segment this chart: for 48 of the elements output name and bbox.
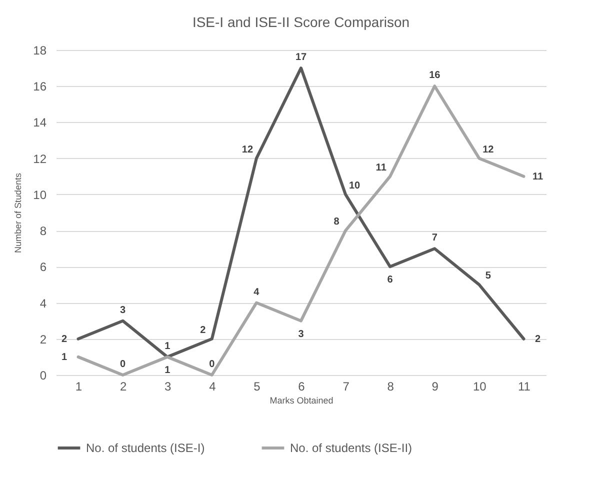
x-axis-title: Marks Obtained xyxy=(270,396,334,406)
x-tick-label: 1 xyxy=(75,380,82,394)
legend-label: No. of students (ISE-II) xyxy=(290,441,412,455)
y-tick-label: 6 xyxy=(40,260,47,274)
data-label: 2 xyxy=(200,324,206,336)
data-label: 1 xyxy=(164,364,171,376)
x-tick-label: 10 xyxy=(473,380,487,394)
y-tick-label: 0 xyxy=(40,368,47,382)
data-label: 8 xyxy=(334,216,340,228)
data-label: 16 xyxy=(429,70,441,82)
data-label: 6 xyxy=(387,274,394,286)
legend-label: No. of students (ISE-I) xyxy=(86,441,205,455)
data-label: 1 xyxy=(164,340,171,352)
data-label: 1 xyxy=(61,352,68,363)
data-label: 17 xyxy=(295,52,307,64)
data-label: 0 xyxy=(120,359,126,370)
chart-title: ISE-I and ISE-II Score Comparison xyxy=(192,14,410,30)
data-label: 0 xyxy=(209,359,216,370)
x-tick-label: 6 xyxy=(298,380,306,394)
data-label: 5 xyxy=(485,270,492,282)
y-tick-label: 8 xyxy=(40,224,47,238)
y-tick-label: 14 xyxy=(33,116,47,130)
x-tick-label: 2 xyxy=(120,380,127,394)
data-label: 11 xyxy=(532,171,544,182)
y-tick-label: 12 xyxy=(33,152,47,166)
data-label: 7 xyxy=(432,232,438,244)
x-tick-label: 4 xyxy=(209,380,216,394)
y-axis-title: Number of Students xyxy=(13,172,24,254)
data-label: 11 xyxy=(376,162,387,174)
x-tick-label: 7 xyxy=(342,380,350,394)
x-tick-label: 11 xyxy=(518,380,531,394)
data-label: 10 xyxy=(348,180,361,192)
data-label: 3 xyxy=(298,328,304,340)
data-label: 2 xyxy=(534,334,541,345)
y-tick-label: 10 xyxy=(33,188,47,202)
data-label: 2 xyxy=(61,334,68,345)
data-label: 12 xyxy=(242,144,254,156)
x-tick-label: 3 xyxy=(164,380,172,394)
x-tick-label: 5 xyxy=(254,380,261,394)
y-tick-label: 18 xyxy=(33,44,47,58)
x-tick-label: 8 xyxy=(387,380,394,394)
x-tick-label: 9 xyxy=(432,380,439,394)
y-tick-label: 4 xyxy=(40,296,47,310)
data-label: 4 xyxy=(254,286,260,298)
y-tick-label: 16 xyxy=(33,80,47,94)
data-label: 3 xyxy=(120,304,126,316)
data-label: 12 xyxy=(482,144,494,156)
y-tick-label: 2 xyxy=(40,332,47,346)
